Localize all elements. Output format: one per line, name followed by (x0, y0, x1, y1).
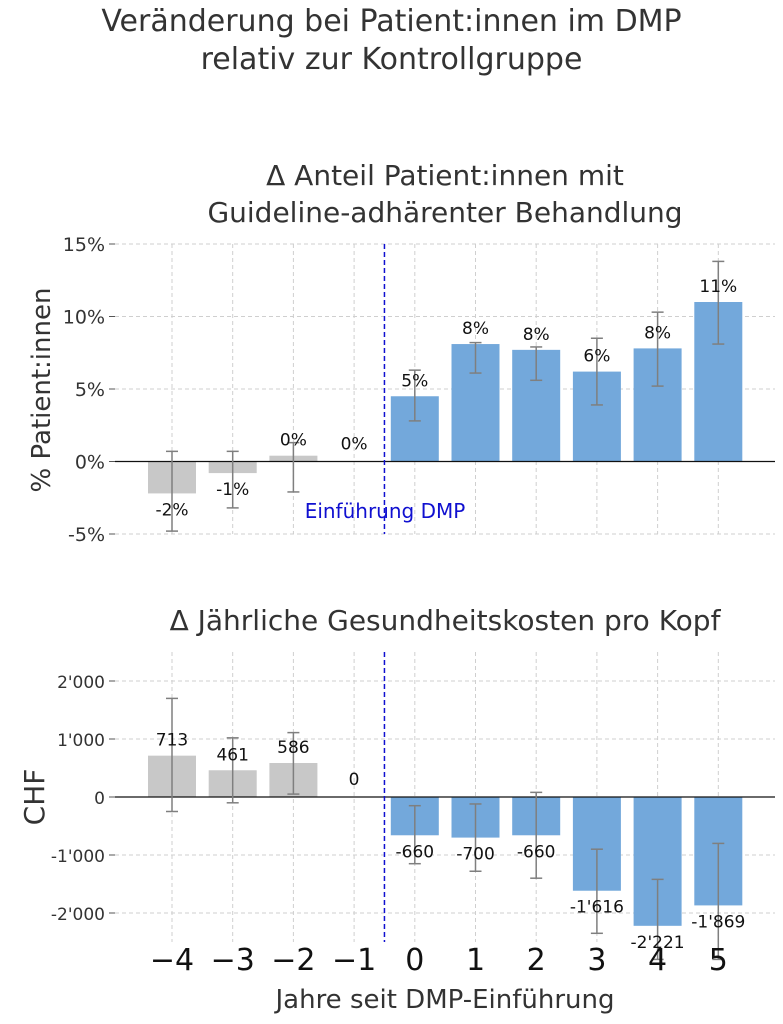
intervention-annotation: Einführung DMP (305, 499, 466, 523)
x-tick-label: −2 (271, 943, 315, 978)
figure-title-line-1: Veränderung bei Patient:innen im DMP (101, 4, 682, 39)
top-data-label: 8% (462, 319, 489, 339)
panel-top: Δ Anteil Patient:innen mit Guideline-adh… (27, 159, 775, 546)
x-tick-label: 3 (587, 943, 606, 978)
top-data-label: 8% (644, 323, 671, 343)
top-data-label: 0% (341, 435, 368, 455)
top-panel-title-line-2: Guideline-adhärenter Behandlung (207, 196, 682, 229)
bot-ytick-label: 1'000 (57, 731, 105, 751)
top-y-ticks: -5% 0% 5% 10% 15% (63, 234, 115, 546)
bot-data-label: -1'869 (691, 912, 745, 932)
bot-data-label: 461 (216, 745, 248, 765)
top-data-labels: -2% -1% 0% 0% 5% 8% 8% 6% 8% 11% (155, 277, 737, 520)
top-data-label: 8% (523, 325, 550, 345)
bot-data-label: -1'616 (570, 898, 624, 918)
panel-bottom: Δ Jährliche Gesundheitskosten pro Kopf C… (18, 604, 775, 1015)
top-data-label: 5% (401, 371, 428, 391)
bot-data-label: -660 (517, 842, 556, 862)
x-tick-label: −3 (211, 943, 255, 978)
x-tick-label: 2 (527, 943, 546, 978)
x-ticks: −4 −3 −2 −1 0 1 2 3 4 5 (150, 943, 728, 978)
x-axis-label: Jahre seit DMP-Einführung (273, 985, 614, 1015)
bot-data-label: -660 (396, 842, 435, 862)
bot-data-label: 0 (349, 770, 360, 790)
bot-data-label: -700 (456, 845, 495, 865)
bot-ytick-label: -1'000 (51, 847, 105, 867)
bot-data-label: -2'221 (631, 933, 685, 953)
top-ytick-label: 15% (63, 234, 105, 256)
top-data-label: -1% (216, 480, 249, 500)
x-tick-label: 4 (648, 943, 667, 978)
top-data-label: 6% (583, 347, 610, 367)
top-ytick-label: 5% (75, 379, 105, 401)
bot-ytick-label: 0 (94, 789, 105, 809)
top-ytick-label: 0% (75, 452, 105, 474)
bottom-y-axis-label: CHF (18, 769, 51, 826)
top-data-label: 11% (699, 277, 737, 297)
bot-data-label: 713 (156, 731, 188, 751)
x-tick-label: 1 (466, 943, 485, 978)
top-data-label: 0% (280, 431, 307, 451)
top-data-label: -2% (155, 500, 188, 520)
x-tick-label: −4 (150, 943, 194, 978)
top-ytick-label: -5% (68, 524, 105, 546)
top-y-axis-label: % Patient:innen (27, 288, 57, 493)
top-ytick-label: 10% (63, 307, 105, 329)
bot-ytick-label: -2'000 (51, 905, 105, 925)
bottom-y-ticks: -2'000 -1'000 0 1'000 2'000 (51, 673, 115, 925)
x-tick-label: 0 (405, 943, 424, 978)
bot-data-label: 586 (277, 738, 309, 758)
figure-title-line-2: relativ zur Kontrollgruppe (200, 42, 583, 77)
bottom-data-labels: 713 461 586 0 -660 -700 -660 -1'616 -2'221 -1'869 (156, 731, 746, 953)
x-tick-label: 5 (709, 943, 728, 978)
bottom-panel-title: Δ Jährliche Gesundheitskosten pro Kopf (170, 604, 722, 637)
top-panel-title-line-1: Δ Anteil Patient:innen mit (266, 159, 624, 192)
bottom-bars (115, 652, 775, 961)
top-bars (115, 244, 775, 534)
bot-ytick-label: 2'000 (57, 673, 105, 693)
x-tick-label: −1 (332, 943, 376, 978)
